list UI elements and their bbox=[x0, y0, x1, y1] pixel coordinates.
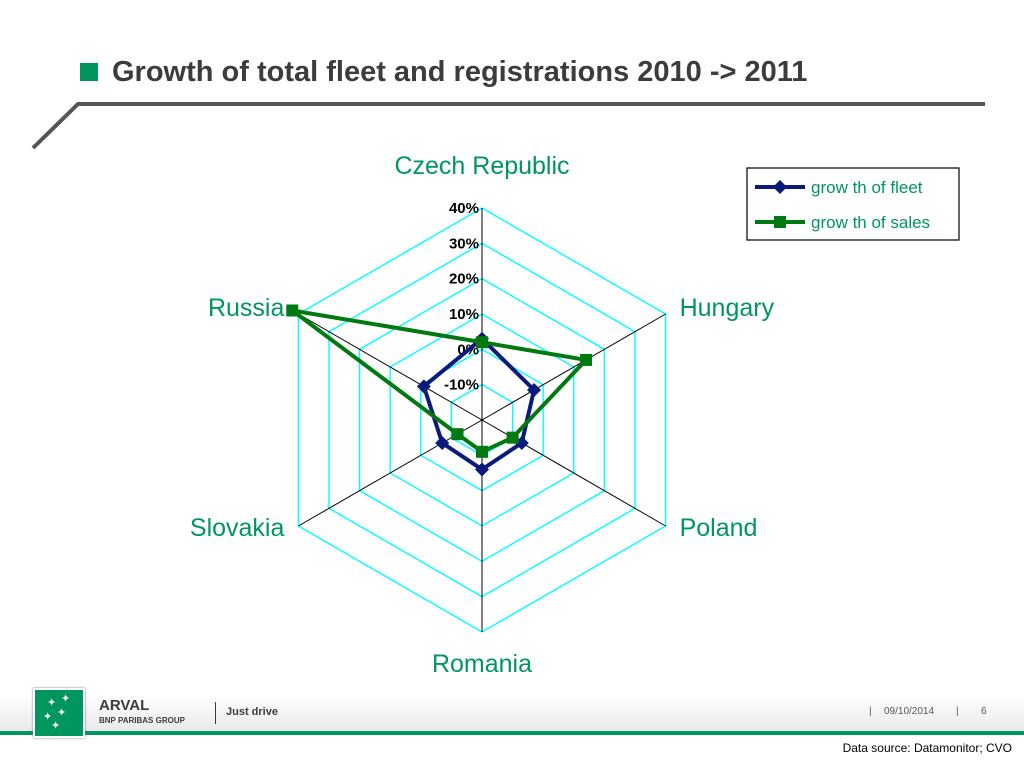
data-point-diamond bbox=[435, 435, 450, 450]
category-label: Romania bbox=[432, 650, 532, 678]
brand-subtitle: BNP PARIBAS GROUP bbox=[99, 716, 185, 725]
brand-name: ARVAL bbox=[99, 697, 150, 714]
axis-spoke bbox=[481, 313, 666, 421]
data-point-square bbox=[451, 428, 464, 441]
data-point-square bbox=[580, 353, 593, 366]
axis-tick-label: 20% bbox=[449, 271, 479, 288]
category-label: Czech Republic bbox=[394, 152, 569, 180]
radar-chart: -10%0%10%20%30%40%Czech RepublicHungaryP… bbox=[190, 152, 960, 678]
data-point-square bbox=[476, 445, 488, 458]
slide-title: Growth of total fleet and registrations … bbox=[112, 55, 808, 88]
footer-accent-line bbox=[0, 731, 1024, 735]
data-point-diamond bbox=[527, 382, 542, 397]
title-bullet-icon bbox=[80, 63, 98, 81]
axis-spoke bbox=[298, 419, 483, 527]
footer-bar bbox=[0, 694, 1024, 732]
footer-separator-2: | bbox=[956, 706, 959, 717]
axis-spoke bbox=[298, 313, 483, 421]
legend-marker bbox=[774, 216, 786, 228]
category-label: Slovakia bbox=[190, 514, 285, 542]
title-rule bbox=[31, 102, 985, 150]
legend-label: grow th of sales bbox=[811, 213, 930, 232]
data-point-diamond bbox=[416, 379, 431, 394]
footer-date: 09/10/2014 bbox=[884, 706, 935, 717]
data-point-square bbox=[506, 431, 519, 444]
page-number: 6 bbox=[981, 706, 987, 717]
category-label: Russia bbox=[208, 294, 285, 322]
brand-tagline: Just drive bbox=[226, 706, 278, 718]
axis-tick-label: 30% bbox=[449, 235, 479, 252]
legend-label: grow th of fleet bbox=[811, 178, 923, 197]
arval-logo-icon: ✦ ✦ ✦ ✦ ✦ bbox=[33, 688, 85, 738]
data-point-diamond bbox=[475, 462, 489, 477]
data-point-square bbox=[476, 336, 488, 349]
axis-tick-label: -10% bbox=[444, 377, 479, 394]
category-label: Poland bbox=[680, 514, 758, 542]
axis-tick-label: 10% bbox=[449, 306, 479, 323]
data-point-square bbox=[286, 304, 299, 317]
title-row: Growth of total fleet and registrations … bbox=[80, 52, 807, 92]
category-label: Hungary bbox=[680, 294, 775, 322]
footer-separator-1: | bbox=[869, 706, 872, 717]
legend-marker bbox=[773, 180, 787, 194]
data-source-note: Data source: Datamonitor; CVO bbox=[842, 741, 1012, 755]
brand-divider bbox=[215, 702, 216, 724]
axis-tick-label: 40% bbox=[449, 200, 479, 217]
